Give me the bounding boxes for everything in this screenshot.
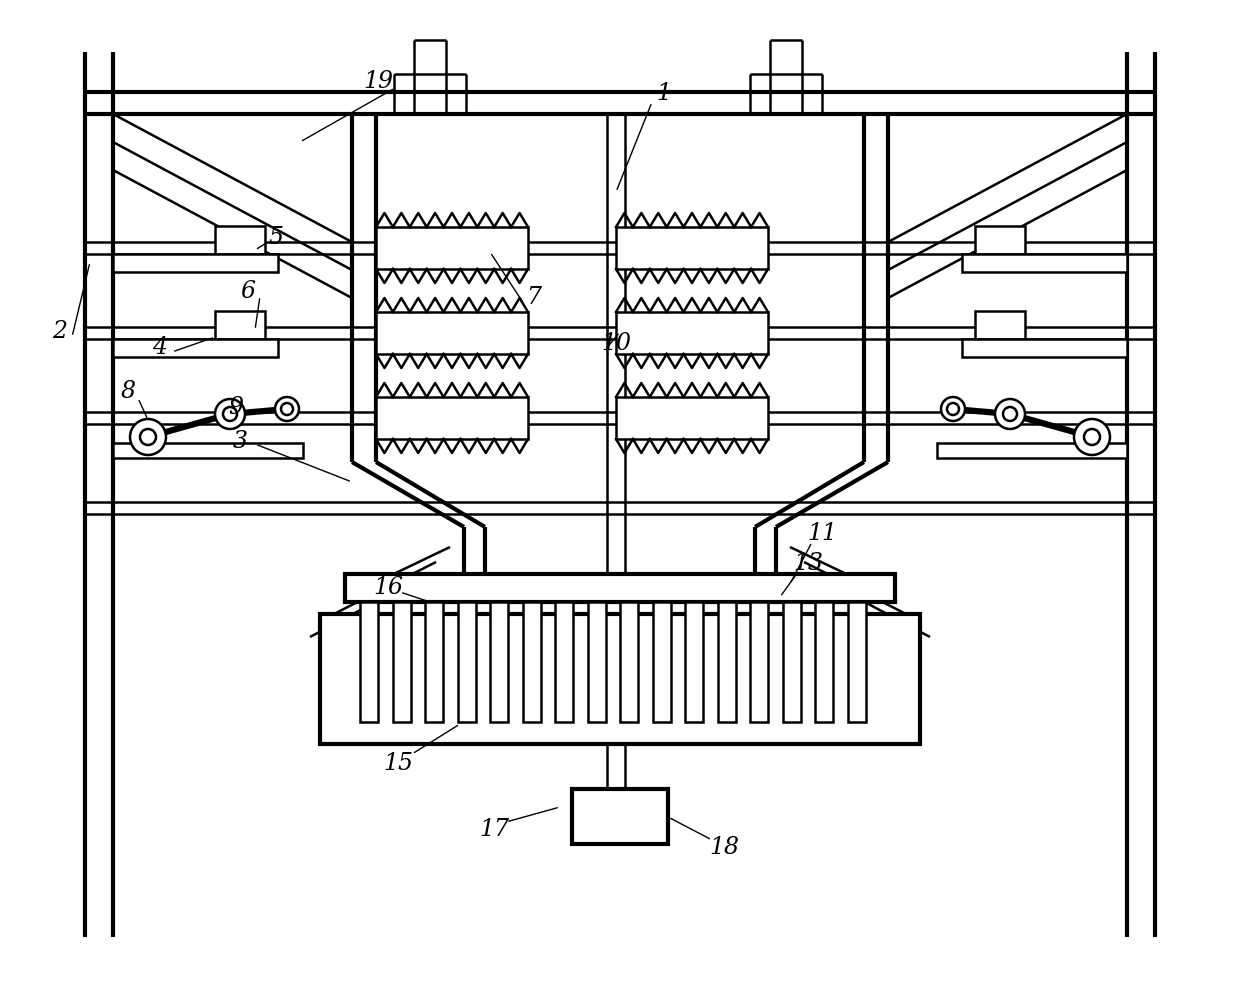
Text: 8: 8 [120, 381, 135, 404]
Bar [975, 226, 1025, 254]
Circle shape [994, 399, 1025, 429]
Circle shape [1003, 407, 1017, 421]
Circle shape [223, 407, 237, 421]
Circle shape [947, 403, 959, 415]
Text: 7: 7 [527, 286, 542, 309]
Bar [320, 614, 920, 744]
Circle shape [1084, 429, 1100, 445]
Circle shape [1074, 419, 1110, 455]
Text: 2: 2 [52, 320, 67, 343]
Bar [616, 312, 768, 354]
Bar [975, 311, 1025, 339]
Bar [522, 602, 541, 722]
Bar [215, 311, 265, 339]
Bar [937, 443, 1127, 458]
Bar [113, 254, 278, 272]
Text: 18: 18 [709, 835, 739, 858]
Bar [215, 226, 265, 254]
Bar [425, 602, 443, 722]
Bar [345, 574, 895, 602]
Bar [782, 602, 801, 722]
Bar [572, 789, 668, 844]
Circle shape [140, 429, 156, 445]
Bar [360, 602, 378, 722]
Text: 15: 15 [383, 753, 413, 776]
Bar [458, 602, 475, 722]
Bar [113, 443, 303, 458]
Bar [616, 227, 768, 269]
Text: 9: 9 [228, 396, 243, 419]
Text: 13: 13 [794, 553, 823, 575]
Bar [376, 227, 528, 269]
Bar [815, 602, 833, 722]
Bar [113, 339, 278, 357]
Bar [616, 397, 768, 439]
Bar [718, 602, 735, 722]
Text: 17: 17 [479, 818, 508, 841]
Text: 11: 11 [807, 523, 837, 546]
Circle shape [215, 399, 246, 429]
Bar [376, 397, 528, 439]
Text: 6: 6 [241, 281, 255, 304]
Bar [652, 602, 671, 722]
Bar [588, 602, 605, 722]
Circle shape [275, 397, 299, 421]
Bar [962, 339, 1127, 357]
Circle shape [130, 419, 166, 455]
Text: 16: 16 [373, 575, 403, 598]
Text: 4: 4 [153, 335, 167, 358]
Bar [620, 602, 639, 722]
Bar [556, 602, 573, 722]
Bar [750, 602, 768, 722]
Text: 1: 1 [656, 82, 672, 105]
Bar [376, 312, 528, 354]
Bar [393, 602, 410, 722]
Circle shape [941, 397, 965, 421]
Bar [847, 602, 866, 722]
Text: 19: 19 [363, 70, 393, 93]
Text: 5: 5 [269, 225, 284, 249]
Bar [684, 602, 703, 722]
Circle shape [281, 403, 293, 415]
Text: 3: 3 [233, 431, 248, 453]
Bar [962, 254, 1127, 272]
Bar [490, 602, 508, 722]
Text: 10: 10 [601, 332, 631, 355]
